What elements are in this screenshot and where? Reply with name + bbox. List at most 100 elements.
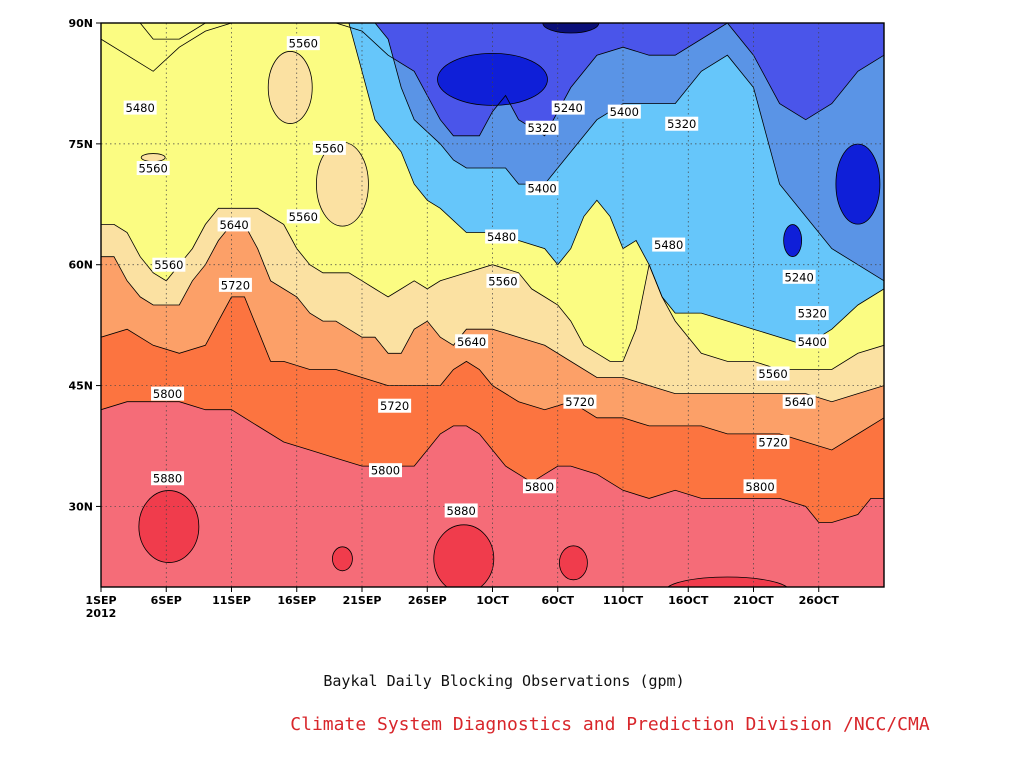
contour-labels: 5560 5480 5560 5560 5560 5640 5560 5720 5800 5720…	[123, 36, 829, 518]
contour-label: 5800	[525, 480, 554, 494]
x-tick-label: 16SEP	[277, 594, 316, 607]
contour-label: 5640	[457, 335, 486, 349]
x-tick-label: 21OCT	[733, 594, 774, 607]
contour-label-bg	[217, 217, 251, 232]
band-5320-contour	[101, 23, 884, 137]
contour-label: 5400	[610, 105, 639, 119]
x-tick-label: 1OCT	[476, 594, 509, 607]
high-5880-19sep	[332, 546, 353, 572]
x-tick-label: 26SEP	[408, 594, 447, 607]
y-tick-label: 75N	[68, 138, 93, 151]
ridge-5560-west	[140, 153, 166, 162]
x-tick-label: 6OCT	[541, 594, 574, 607]
contour-bands	[101, 23, 884, 587]
contour-label: 5240	[785, 270, 814, 284]
x-year-label: 2012	[86, 607, 117, 620]
contour-label: 5320	[798, 307, 827, 321]
contour-label: 5560	[488, 274, 517, 288]
contour-label-bg	[795, 306, 829, 321]
ridge-5560-north	[267, 51, 313, 124]
contour-label: 5560	[139, 162, 168, 176]
low-core-small	[783, 224, 803, 257]
band-5720-contour	[101, 296, 884, 451]
contour-label-bg	[756, 366, 790, 381]
contour-label: 5560	[289, 37, 318, 51]
contour-label: 5800	[153, 387, 182, 401]
x-tick-label: 6SEP	[151, 594, 182, 607]
contour-label-bg	[151, 386, 185, 401]
chart-credit: Climate System Diagnostics and Predictio…	[290, 714, 930, 735]
contour-label-bg	[782, 269, 816, 284]
contour-label: 5560	[315, 141, 344, 155]
high-5880-6sep	[138, 490, 200, 563]
contour-label-bg	[218, 277, 252, 292]
contour-label: 5720	[758, 435, 787, 449]
contour-label-bg	[486, 273, 520, 288]
contour-label-bg	[286, 36, 320, 51]
contour-label: 5560	[758, 367, 787, 381]
contour-label: 5720	[221, 278, 250, 292]
contour-label-bg	[485, 229, 519, 244]
contour-label-bg	[525, 120, 559, 135]
contour-label: 5240	[554, 101, 583, 115]
x-tick-label: 16OCT	[668, 594, 709, 607]
high-5880-28sep	[433, 524, 495, 587]
contour-label: 5480	[654, 238, 683, 252]
contour-label-bg	[151, 471, 185, 486]
contour-label: 5800	[745, 480, 774, 494]
contour-label: 5720	[565, 395, 594, 409]
y-tick-label: 45N	[68, 380, 93, 393]
contour-label-bg	[525, 181, 559, 196]
band-5800-contour	[101, 401, 884, 523]
y-tick-label: 90N	[68, 17, 93, 30]
x-tick-label: 1SEP	[85, 594, 116, 607]
contour-label: 5320	[527, 121, 556, 135]
low-core-north	[437, 53, 548, 106]
contour-label-bg	[795, 334, 829, 349]
contour-label: 5640	[785, 395, 814, 409]
contour-label: 5400	[527, 182, 556, 196]
contour-label-bg	[551, 100, 585, 115]
y-tick-label: 60N	[68, 259, 93, 272]
contour-label: 5720	[380, 399, 409, 413]
contour-label-bg	[378, 398, 412, 413]
low-core-east	[835, 143, 881, 225]
high-5880-6oct	[559, 545, 588, 581]
x-tick-label: 26OCT	[799, 594, 840, 607]
contour-label-bg	[607, 104, 641, 119]
contour-label-bg	[455, 334, 489, 349]
contour-label-bg	[368, 463, 402, 478]
band-5560-contour	[101, 207, 884, 370]
contour-label: 5640	[219, 218, 248, 232]
contour-label-bg	[782, 394, 816, 409]
contour-label-bg	[286, 209, 320, 224]
contour-label: 5400	[798, 335, 827, 349]
contour-label-bg	[312, 140, 346, 155]
band-5640-contour	[101, 224, 884, 403]
contour-label-bg	[136, 161, 170, 176]
band-5400-contour	[139, 23, 884, 282]
contour-label-bg	[756, 434, 790, 449]
contour-label: 5800	[371, 464, 400, 478]
contour-label: 5880	[447, 504, 476, 518]
contour-label: 5480	[126, 101, 155, 115]
grid-lines	[101, 23, 884, 587]
contour-label: 5560	[289, 210, 318, 224]
contour-label-bg	[522, 479, 556, 494]
contour-label-bg	[665, 116, 699, 131]
contour-label-bg	[652, 237, 686, 252]
contour-label-bg	[563, 394, 597, 409]
contour-label: 5320	[667, 117, 696, 131]
lowest-core	[542, 23, 600, 34]
chart-title: Baykal Daily Blocking Observations (gpm)	[323, 672, 685, 690]
x-tick-label: 11OCT	[603, 594, 644, 607]
x-tick-label: 21SEP	[343, 594, 382, 607]
y-tick-label: 30N	[68, 500, 93, 513]
contour-label: 5880	[153, 472, 182, 486]
contour-label-bg	[444, 503, 478, 518]
contour-label-bg	[123, 100, 157, 115]
contour-label: 5480	[487, 230, 516, 244]
x-axis: 1SEP 6SEP 11SEP 16SEP 21SEP 26SEP 1OCT 6OCT 11OC…	[85, 587, 839, 620]
y-axis: 30N 45N 60N 75N 90N	[68, 17, 101, 513]
